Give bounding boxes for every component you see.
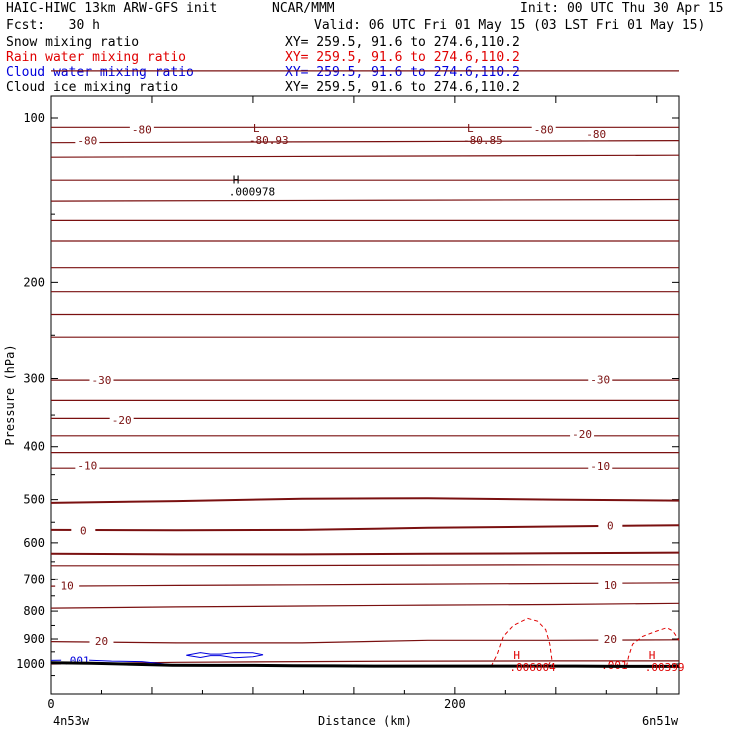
isotherm-label-bg (71, 524, 96, 537)
section-start-label: 4n53w (53, 714, 90, 728)
model-title: HAIC-HIWC 13km ARW-GFS init (6, 1, 218, 16)
cloud-water-label-bg (61, 654, 90, 666)
extremum-value-label: .000978 (229, 186, 275, 199)
organization-label: NCAR/MMM (272, 1, 335, 16)
y-tick-label: 900 (23, 632, 45, 646)
y-tick-label: 300 (23, 372, 45, 386)
isotherm-line (50, 154, 680, 158)
y-tick-label: 500 (23, 493, 45, 507)
isotherm-line (50, 497, 680, 504)
isotherm-label-bg (89, 634, 114, 647)
terrain-line (50, 661, 679, 668)
isotherm-label-bg (89, 374, 114, 387)
cloud-water-contour-label: .001 (63, 655, 89, 668)
y-tick-label: 700 (23, 572, 45, 586)
y-axis-title: Pressure (hPa) (3, 344, 17, 445)
y-tick-label: 1000 (16, 657, 45, 671)
isotherm-label: -80 (132, 124, 152, 137)
isotherm-label: -20 (112, 414, 132, 427)
isotherm-label-bg (55, 579, 80, 592)
isotherm-label-bg (109, 413, 134, 426)
isotherm-label: -20 (572, 428, 592, 441)
extremum-value-label: .006004 (509, 661, 556, 674)
x-tick-label: 0 (47, 697, 54, 711)
field-name-cloud-ice: Cloud ice mixing ratio (6, 80, 179, 95)
isotherm-label-bg (588, 460, 613, 473)
field-name-snow: Snow mixing ratio (6, 35, 140, 50)
isotherm-label-bg (75, 134, 100, 147)
extremum-value-label: -80.93 (249, 134, 289, 147)
isotherm-label-bg (588, 373, 613, 386)
rain-contour (626, 627, 680, 667)
isotherm-label: -80 (586, 128, 606, 141)
plot-frame (50, 95, 680, 695)
high-marker: H (513, 649, 520, 662)
field-xy-cloud-ice: XY= 259.5, 91.6 to 274.6,110.2 (285, 80, 520, 95)
forecast-hour: Fcst: 30 h (6, 18, 100, 33)
isotherm-label-bg (531, 123, 556, 136)
isotherm-label: 0 (607, 520, 614, 533)
isotherm-line (51, 564, 679, 567)
plot-header: HAIC-HIWC 13km ARW-GFS init NCAR/MMM Ini… (0, 0, 740, 96)
x-axis-title: Distance (km) (318, 714, 412, 728)
y-tick-label: 600 (23, 536, 45, 550)
isotherm-label: -80 (77, 135, 97, 148)
cloud-water-blob (186, 652, 264, 659)
isotherm-label: 20 (95, 635, 108, 648)
extremum-value-label: -80.85 (463, 134, 503, 147)
isotherm-label-bg (129, 123, 154, 136)
x-tick-label: 200 (444, 697, 466, 711)
field-xy-cloud-water: XY= 259.5, 91.6 to 274.6,110.2 (285, 65, 520, 80)
isotherm-label: 20 (604, 633, 617, 646)
high-marker: H (649, 649, 656, 662)
isotherm-label: -30 (92, 374, 112, 387)
y-tick-label: 800 (23, 604, 45, 618)
low-marker: L (253, 122, 260, 135)
isotherm-line (50, 639, 680, 644)
field-xy-snow: XY= 259.5, 91.6 to 274.6,110.2 (285, 35, 520, 50)
y-tick-label: 100 (23, 111, 45, 125)
isotherm-label: -30 (590, 373, 610, 386)
isotherm-label: -10 (590, 460, 610, 473)
y-tick-label: 200 (23, 275, 45, 289)
isotherm-line (50, 551, 680, 556)
field-name-rain: Rain water mixing ratio (6, 50, 187, 65)
extremum-value-label: .00399 (645, 661, 685, 674)
low-marker: L (467, 122, 474, 135)
field-xy-rain: XY= 259.5, 91.6 to 274.6,110.2 (285, 50, 520, 65)
isotherm-label: -80 (534, 124, 554, 137)
init-time: Init: 00 UTC Thu 30 Apr 15 (520, 1, 724, 16)
isotherm-label: 10 (61, 579, 74, 592)
section-end-label: 6n51w (642, 714, 679, 728)
isotherm-line (50, 602, 680, 609)
isotherm-label: -10 (77, 460, 97, 473)
isotherm-label-bg (584, 128, 609, 141)
isotherm-line (50, 582, 680, 587)
field-name-cloud-water: Cloud water mixing ratio (6, 65, 194, 80)
isotherm-line (50, 198, 680, 202)
isotherm-label-bg (598, 579, 623, 592)
isotherm-line (50, 140, 680, 144)
rain-contour (490, 617, 553, 667)
isotherm-line (50, 524, 680, 532)
isotherm-label: 10 (604, 579, 617, 592)
isotherm-label-bg (598, 633, 623, 646)
isotherm-label-bg (570, 427, 595, 440)
valid-time: Valid: 06 UTC Fri 01 May 15 (03 LST Fri … (314, 18, 706, 33)
isotherm-label-bg (598, 519, 623, 532)
high-marker: H (233, 174, 240, 187)
isotherm-label-bg (75, 459, 100, 472)
isotherm-label: 0 (80, 524, 87, 537)
y-tick-label: 400 (23, 440, 45, 454)
